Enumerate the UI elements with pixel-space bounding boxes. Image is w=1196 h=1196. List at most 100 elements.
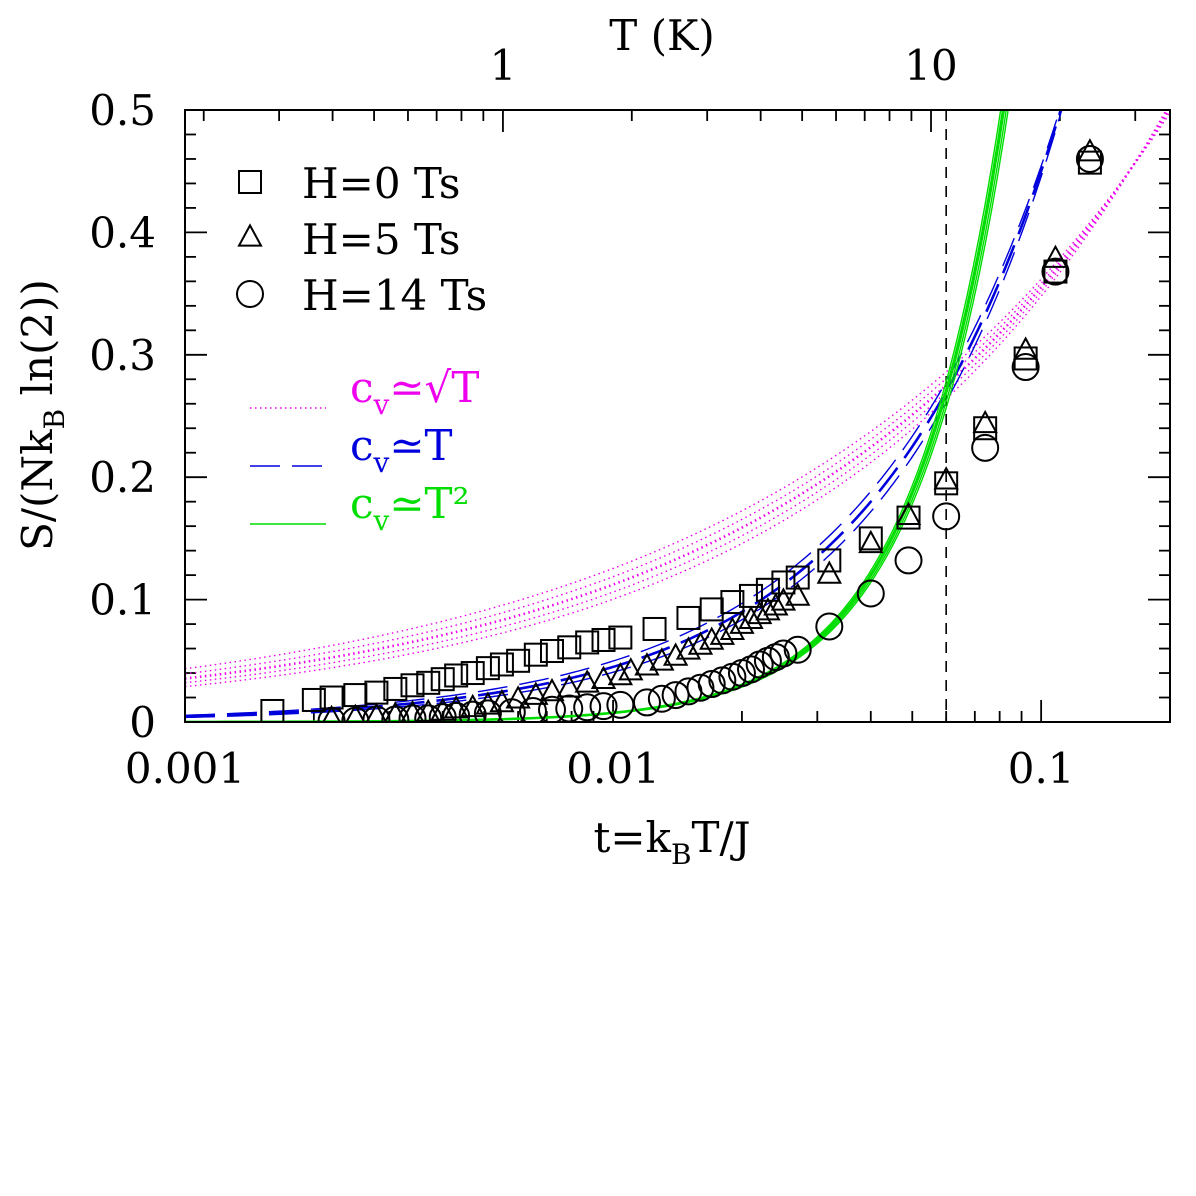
marker-square: [934, 471, 959, 496]
y-tick-label: 0.4: [89, 208, 156, 257]
marker-circle: [473, 699, 502, 722]
marker-square: [400, 673, 425, 698]
model-curve: [185, 110, 1170, 680]
legend-label: H=14 Ts: [302, 271, 487, 320]
marker-square: [383, 676, 408, 701]
marker-triangle: [1077, 138, 1103, 162]
x-tick-label: 0.001: [125, 744, 245, 793]
marker-square: [475, 656, 500, 681]
marker-triangle: [556, 674, 582, 698]
marker-circle: [381, 705, 410, 722]
top-tick-label: 1: [490, 41, 517, 90]
marker-triangle: [709, 621, 736, 645]
marker-triangle: [858, 529, 884, 554]
top-tick-label: 10: [904, 41, 957, 90]
model-legend-entry: cv≃T²: [250, 479, 469, 537]
y-tick-label: 0.3: [89, 331, 156, 380]
marker-triangle: [634, 652, 660, 676]
marker-square: [608, 625, 633, 650]
marker-triangle: [322, 704, 341, 722]
y-tick-label: 0.5: [89, 86, 156, 135]
model-curves: [185, 110, 1170, 688]
marker-square: [343, 683, 368, 708]
marker-circle: [737, 655, 766, 684]
marker-circle: [518, 696, 547, 722]
marker-triangle: [933, 466, 959, 490]
marker-triangle: [618, 657, 644, 681]
marker-square: [539, 639, 564, 664]
marker-square: [460, 661, 485, 686]
model-curves: [185, 110, 1063, 719]
marker-circle: [932, 502, 961, 531]
marker-circle: [815, 612, 844, 641]
marker-circle: [442, 701, 471, 722]
y-axis-label: S/(NkB ln(2)): [13, 279, 71, 551]
y-tick-label: 0.2: [89, 453, 156, 502]
model-curve: [185, 110, 1170, 675]
marker-square: [430, 667, 455, 692]
marker-triangle: [675, 636, 702, 660]
model-label: cv≃√T: [350, 363, 479, 421]
model-legend-entry: cv≃√T: [250, 363, 479, 421]
marker-triangle: [662, 642, 689, 666]
model-curve: [185, 110, 1063, 718]
marker-circle: [362, 705, 391, 722]
marker-circle: [589, 692, 618, 721]
marker-square: [1077, 150, 1102, 175]
marker-circle: [458, 700, 487, 722]
marker-circle: [971, 433, 1000, 462]
marker-square: [785, 565, 810, 590]
marker-triangle: [475, 691, 501, 715]
marker-circle: [428, 703, 457, 722]
marker-square: [506, 648, 531, 673]
x-tick-label: 0.01: [566, 744, 660, 793]
svg-text:S/(NkB ln(2)): S/(NkB ln(2)): [13, 279, 71, 551]
marker-circle: [341, 706, 370, 722]
marker-triangle: [816, 560, 842, 584]
marker-square: [896, 505, 921, 530]
top-axis-label: T (K): [609, 11, 715, 60]
marker-square: [416, 670, 441, 695]
model-legend-entry: cv≃T: [250, 421, 453, 479]
marker-square: [238, 170, 262, 194]
marker-triangle: [687, 631, 714, 655]
marker-square: [444, 663, 469, 688]
marker-circle: [632, 688, 661, 717]
marker-circle: [783, 635, 812, 664]
marker-triangle: [590, 665, 617, 689]
marker-triangle: [699, 626, 725, 650]
marker-triangle: [523, 681, 549, 705]
marker-triangle: [738, 605, 764, 629]
marker-triangle: [345, 703, 366, 722]
data-series: [322, 138, 1103, 722]
marker-square: [720, 590, 745, 615]
marker-circle: [398, 704, 427, 722]
marker-circle: [573, 693, 602, 722]
model-label: cv≃T²: [350, 479, 469, 537]
svg-text:t=kBT/J: t=kBT/J: [593, 813, 750, 871]
marker-triangle: [719, 616, 746, 641]
legend-entry: H=5 Ts: [237, 215, 460, 264]
model-curve: [185, 110, 1168, 684]
legend-entry: H=0 Ts: [238, 159, 460, 208]
marker-circle: [538, 695, 566, 722]
marker-triangle: [1042, 244, 1069, 268]
marker-circle: [414, 704, 443, 722]
marker-square: [699, 597, 724, 622]
marker-square: [523, 642, 548, 667]
marker-circle: [769, 639, 798, 668]
marker-circle: [1075, 144, 1104, 173]
y-tick-label: 0: [129, 698, 156, 747]
y-tick-label: 0.1: [89, 576, 156, 625]
data-series: [260, 150, 1102, 722]
marker-circle: [894, 546, 923, 575]
marker-triangle: [237, 223, 263, 247]
marker-circle: [236, 280, 264, 308]
marker-square: [676, 605, 701, 630]
marker-triangle: [763, 592, 789, 616]
marker-square: [817, 548, 842, 573]
legend-entry: H=14 Ts: [236, 271, 487, 320]
plot-frame: [184, 109, 1171, 723]
marker-square: [858, 526, 883, 551]
